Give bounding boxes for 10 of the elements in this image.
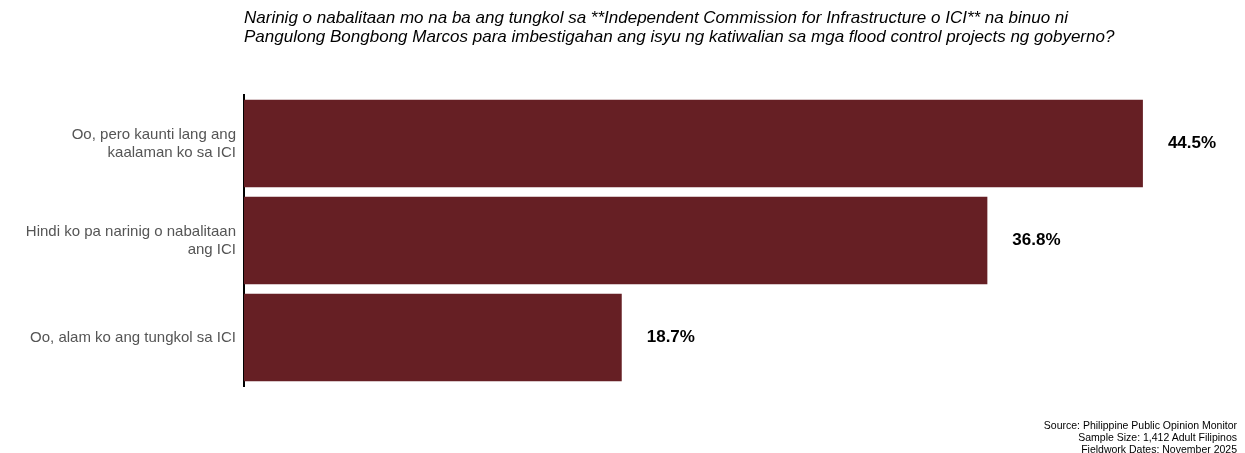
source-note: Source: Philippine Public Opinion Monitor	[1043, 419, 1237, 431]
chart-subtitle: Narinig o nabalitaan mo na ba ang tungkol sa **Independent Commission for Infrastructure o ICI** na binuo ni Pangulong Bongbong Marcos para imbestigahan ang isyu ng katiwalian sa mga flood control projects ng gobyerno?	[244, 8, 1116, 46]
y-tick-label: Oo, alam ko ang tungkol sa ICI	[30, 327, 236, 345]
data-label: 44.5%	[1167, 133, 1217, 153]
text: Sample Size: 1,412 Adult Filipinos	[1077, 431, 1237, 443]
data-label: 18.7%	[646, 327, 695, 347]
y-tick-label: Oo, pero kaunti lang ang kaalaman ko sa ICI	[71, 124, 236, 160]
data-label: 36.8%	[1012, 230, 1061, 250]
y-tick-label: Hindi ko pa narinig o nabalitaan ang ICI	[25, 221, 236, 257]
text: Fieldwork Dates: November 2025	[1080, 443, 1237, 453]
